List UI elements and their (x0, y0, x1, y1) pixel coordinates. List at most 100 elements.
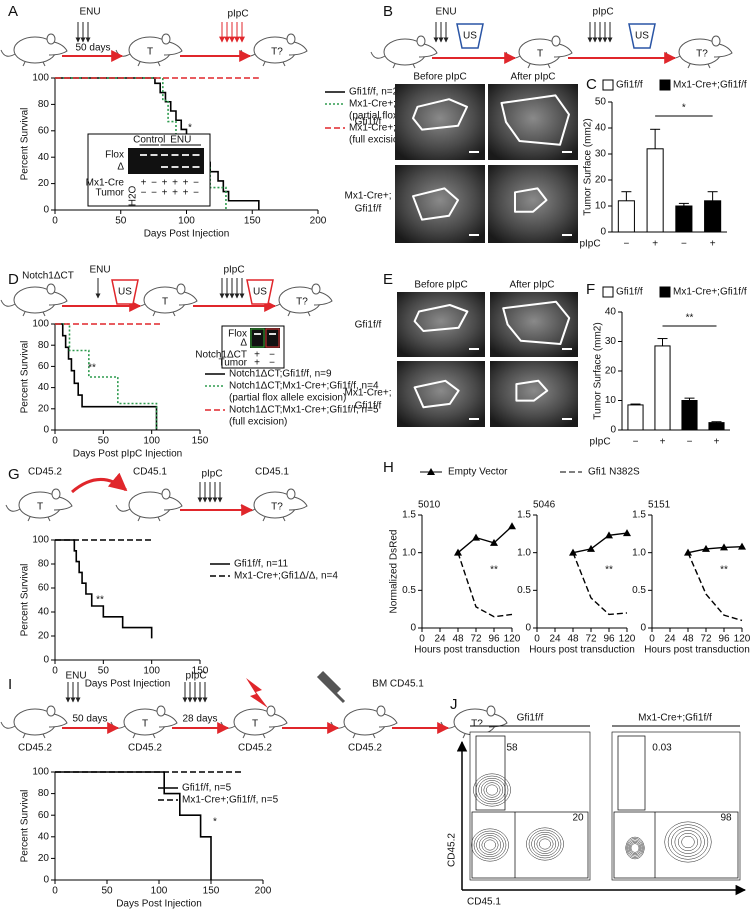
tumor-outline (502, 300, 571, 345)
y-axis-title: Normalized DsRed (389, 530, 400, 614)
panel-letter: E (383, 271, 393, 288)
marker (569, 548, 577, 556)
marker (684, 548, 692, 556)
y-tick-label: 40 (38, 831, 50, 842)
inset-row-label: Tumor (95, 188, 124, 199)
y-tick-label: 40 (595, 123, 607, 134)
line (687, 545, 743, 554)
legend-label: Empty Vector (448, 467, 508, 478)
scheme-label: T? (271, 502, 283, 513)
contour (473, 773, 511, 807)
y-tick-label: 0 (43, 875, 49, 886)
mouse-ear (376, 705, 386, 717)
x-tick-label: 0 (534, 634, 540, 645)
gate (617, 735, 646, 811)
gel-band (254, 333, 261, 335)
gate-percent: 98 (720, 813, 732, 824)
significance: ** (605, 565, 613, 576)
scheme-label: T (252, 719, 258, 730)
panel-letter: I (8, 676, 12, 693)
flow-header: Gfi1f/f (517, 713, 544, 724)
mouse-head (313, 290, 333, 306)
y-tick-label: 30 (605, 336, 617, 347)
legend-marker (427, 468, 435, 475)
mouse-leg (157, 516, 161, 522)
scheme-label: CD45.2 (238, 743, 272, 754)
mouse-leg (352, 733, 356, 739)
legend-label: Notch1ΔCT;Mx1-Cre+;Gfi1f/f, n=4 (229, 381, 379, 392)
ultrasound-image (395, 84, 485, 160)
scheme-label: CD45.2 (128, 743, 162, 754)
x-tick-label: 100 (143, 436, 160, 447)
mouse-head (48, 712, 68, 728)
ultrasound-box (111, 279, 139, 305)
legend-label: Mx1-Cre+;Gfi1f/f (673, 287, 747, 298)
scheme-label: T (162, 297, 168, 308)
line (572, 552, 628, 616)
marker (605, 531, 613, 539)
scheme-label: T (537, 49, 543, 60)
x-axis-title: Hours post transduction (529, 645, 635, 656)
mouse-leg (687, 63, 691, 69)
contour (481, 837, 499, 853)
mouse-head (713, 42, 733, 58)
mouse-head (178, 290, 198, 306)
contour (480, 780, 504, 800)
contour (536, 836, 554, 852)
panel-letter: G (8, 466, 20, 483)
legend-note: (full excision) (229, 417, 287, 428)
significance: * (188, 123, 192, 134)
line (572, 532, 628, 554)
scheme-label: pIpC (592, 7, 613, 18)
x-tick-label: 96 (603, 634, 615, 645)
x-tick-label: 24 (434, 634, 446, 645)
y-tick-label: 60 (38, 125, 50, 136)
mouse-ear (286, 33, 296, 45)
x-tick-label: 0 (419, 634, 425, 645)
mouse-ear (46, 283, 56, 295)
mouse-head (53, 495, 73, 511)
scheme-label: pIpC (201, 469, 222, 480)
x-axis-title: Hours post transduction (644, 645, 750, 656)
scheme-label: BM CD45.1 (372, 679, 424, 690)
contour (628, 840, 642, 856)
mouse-leg (527, 63, 531, 69)
y-tick-label: 0 (43, 425, 49, 436)
contour (483, 782, 501, 798)
mouse-leg (412, 63, 416, 69)
panel-letter: H (383, 459, 394, 476)
y-tick-label: 0 (43, 205, 49, 216)
mouse-head (163, 495, 183, 511)
ultrasound-image (488, 165, 578, 243)
gel-band (150, 154, 158, 156)
panel-letter: B (383, 3, 393, 20)
transplant-arrow (71, 472, 128, 494)
x-tick-label: 100 (151, 886, 168, 897)
ultrasound-image (397, 292, 485, 357)
scheme-label: ENU (65, 671, 86, 682)
ultrasound-box (456, 23, 484, 49)
x-axis-title: CD45.1 (467, 897, 501, 908)
legend-label: Gfi1f/f, n=28 (349, 87, 404, 98)
x-axis-title: pIpC (579, 239, 600, 250)
mouse-leg (42, 311, 46, 317)
bar (681, 400, 698, 431)
panel-letter: D (8, 271, 19, 288)
x-tick-label: 72 (585, 634, 597, 645)
bar (654, 345, 671, 431)
y-tick-label: 20 (38, 853, 50, 864)
inset-sign: + (183, 188, 189, 199)
gel-band (140, 154, 147, 156)
contour (531, 831, 559, 857)
marker (454, 548, 462, 556)
mouse-leg (282, 61, 286, 67)
y-tick-label: 10 (595, 201, 607, 212)
x-tick-label: 48 (567, 634, 579, 645)
significance: ** (686, 313, 694, 324)
y-tick-label: 40 (605, 307, 617, 318)
inset-sign: + (254, 350, 260, 361)
scheme-label: T? (296, 297, 308, 308)
y-tick-label: 40 (38, 382, 50, 393)
gate (471, 811, 589, 879)
contour (677, 833, 699, 851)
